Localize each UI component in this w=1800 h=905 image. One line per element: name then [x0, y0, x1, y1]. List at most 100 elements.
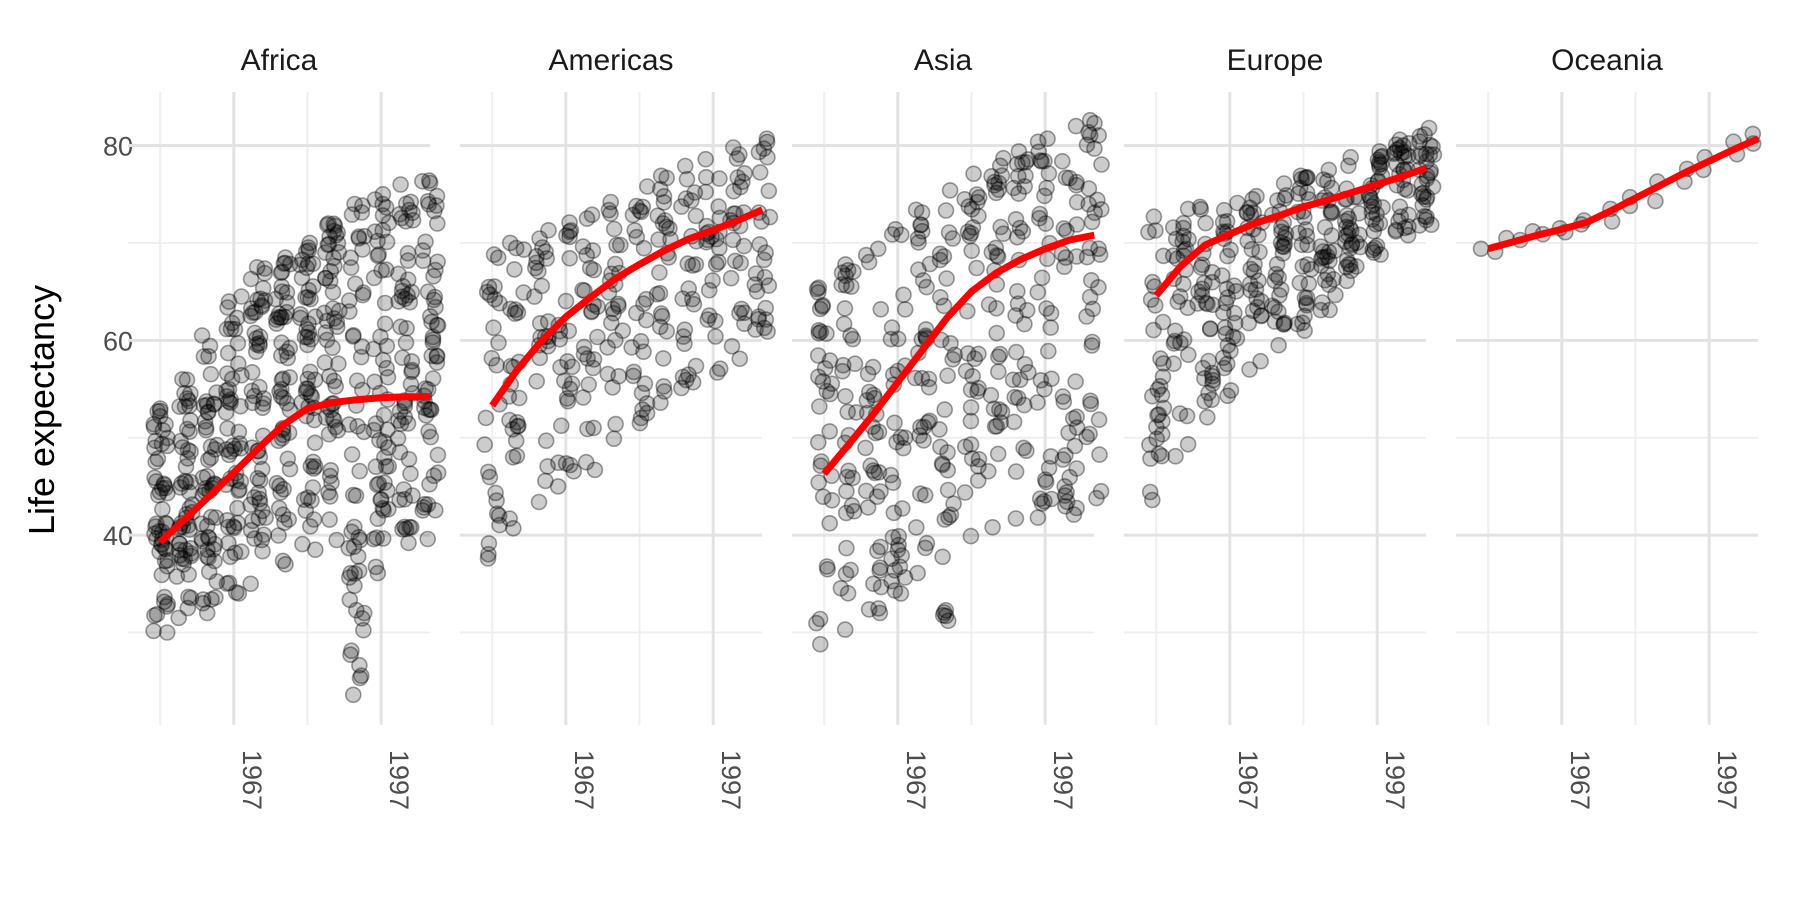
data-point	[1215, 304, 1232, 321]
data-point	[1298, 289, 1316, 307]
data-point	[1175, 227, 1192, 245]
data-point	[936, 511, 954, 528]
data-point	[1342, 148, 1359, 166]
data-point	[1011, 219, 1029, 237]
data-point	[243, 363, 261, 381]
data-point	[326, 217, 344, 235]
data-point	[293, 251, 311, 269]
data-point	[246, 387, 263, 405]
data-point	[1302, 260, 1320, 278]
data-point	[195, 348, 213, 365]
data-point	[1277, 225, 1295, 243]
data-point	[707, 255, 725, 273]
data-point	[658, 169, 676, 187]
data-point	[583, 303, 600, 321]
data-point	[1061, 468, 1078, 486]
data-point	[1267, 265, 1285, 283]
data-point	[631, 414, 649, 432]
data-point	[1312, 301, 1330, 319]
data-point	[753, 213, 770, 230]
data-point	[232, 439, 250, 457]
data-point	[870, 463, 888, 481]
data-point	[836, 621, 854, 638]
data-point	[1068, 408, 1085, 426]
data-point	[352, 667, 370, 685]
data-point	[886, 414, 903, 432]
points-asia	[808, 111, 1110, 653]
data-point	[222, 443, 240, 460]
data-point	[844, 469, 861, 487]
data-point	[1385, 145, 1403, 162]
data-point	[1192, 201, 1210, 218]
data-point	[420, 172, 438, 189]
data-point	[1142, 450, 1159, 467]
data-point	[428, 348, 446, 365]
data-point	[247, 343, 265, 361]
data-point	[378, 359, 395, 377]
data-point	[205, 395, 223, 413]
data-point	[304, 278, 322, 295]
data-point	[222, 320, 240, 338]
data-point	[563, 358, 581, 376]
data-point	[1179, 299, 1196, 317]
data-point	[480, 545, 497, 563]
data-point	[376, 315, 394, 333]
data-point	[1417, 211, 1435, 229]
data-point	[1400, 218, 1417, 235]
data-point	[300, 324, 318, 341]
data-point	[194, 469, 212, 486]
data-point	[1274, 238, 1291, 255]
data-point	[1387, 136, 1405, 153]
data-point	[300, 255, 317, 273]
data-point	[983, 243, 1001, 261]
data-point	[352, 348, 370, 366]
data-point	[219, 420, 236, 437]
data-point	[202, 438, 220, 455]
data-point	[355, 284, 372, 302]
data-point	[886, 561, 904, 579]
data-point	[1222, 342, 1239, 360]
data-point	[1319, 248, 1336, 265]
data-point	[894, 439, 912, 457]
data-point	[962, 527, 980, 545]
data-point	[1016, 315, 1033, 333]
data-point	[508, 447, 526, 465]
data-point	[819, 560, 836, 578]
data-point	[506, 305, 524, 322]
data-point	[158, 557, 176, 575]
data-point	[723, 337, 741, 355]
data-point	[365, 340, 382, 358]
data-point	[271, 477, 288, 495]
data-point	[937, 607, 955, 625]
data-point	[565, 462, 583, 480]
data-point	[957, 362, 975, 380]
data-point	[956, 191, 974, 208]
data-point	[306, 371, 324, 389]
data-point	[422, 428, 440, 446]
data-point	[915, 418, 933, 436]
data-point	[638, 178, 656, 195]
data-point	[176, 472, 194, 490]
data-point	[274, 370, 292, 388]
data-point	[302, 290, 319, 308]
data-point	[251, 472, 269, 489]
data-point	[680, 366, 697, 384]
data-point	[297, 502, 315, 519]
data-point	[1244, 190, 1261, 208]
data-point	[198, 604, 216, 622]
data-point	[1243, 240, 1261, 258]
data-point	[960, 198, 978, 215]
data-point	[710, 239, 728, 257]
data-point	[1423, 216, 1440, 233]
trend-line	[821, 231, 1095, 476]
data-point	[811, 610, 829, 628]
data-point	[1315, 171, 1332, 188]
data-point	[179, 441, 197, 459]
data-point	[814, 296, 831, 314]
data-point	[832, 579, 850, 597]
data-point	[1216, 319, 1234, 337]
data-point	[1145, 321, 1162, 339]
data-point	[674, 368, 692, 386]
data-point	[479, 463, 497, 481]
